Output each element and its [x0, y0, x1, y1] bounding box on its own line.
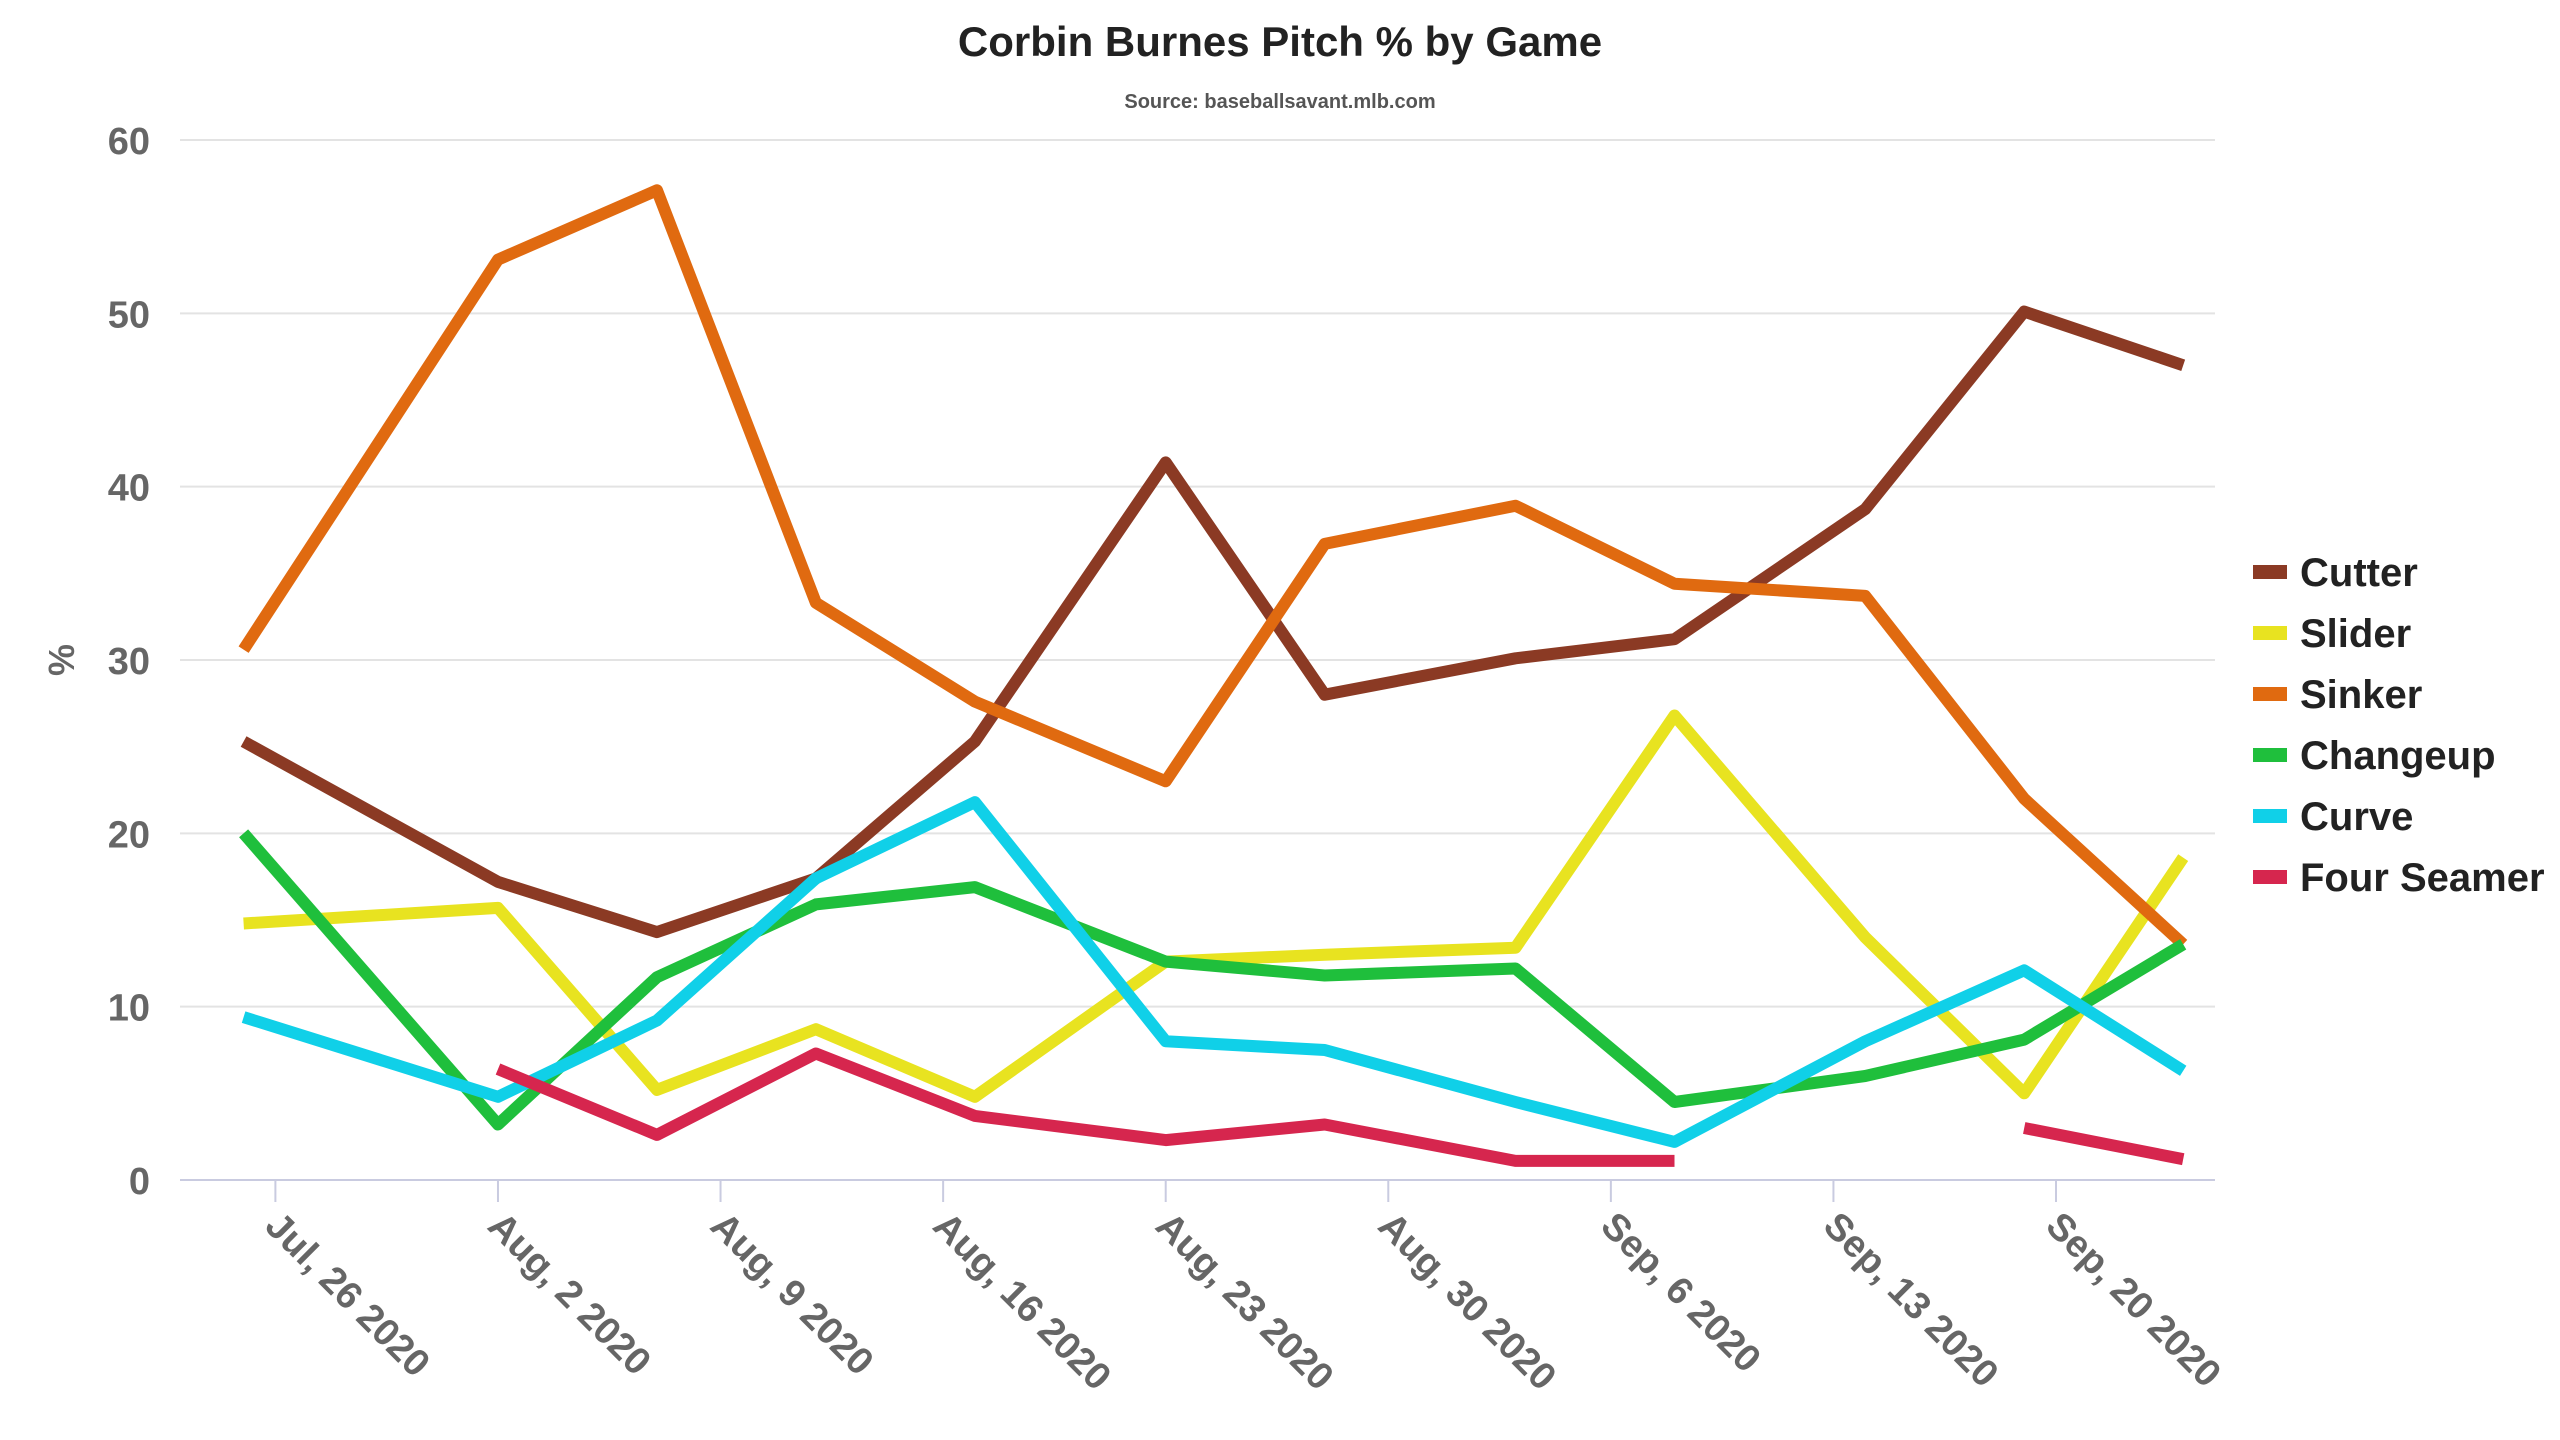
- legend-item: Cutter: [2253, 551, 2418, 595]
- series-sinker: [238, 184, 2188, 949]
- y-axis-label: %: [41, 644, 82, 676]
- legend-swatch: [2253, 870, 2287, 884]
- legend-item: Slider: [2253, 612, 2411, 656]
- legend-swatch: [2253, 809, 2287, 823]
- series-line: [239, 829, 2187, 1131]
- x-tick-label: Sep, 6 2020: [1592, 1205, 1768, 1381]
- legend: Cutter Slider Sinker Changeup Curve Four Seam…: [2253, 551, 2545, 900]
- series-line: [241, 796, 2187, 1148]
- y-axis-ticks: 0 10 20 30 40 50 60: [108, 121, 150, 1203]
- y-tick-label: 30: [108, 641, 150, 683]
- series-curve: [241, 796, 2187, 1148]
- x-tick-label: Aug, 23 2020: [1147, 1205, 1341, 1399]
- y-tick-label: 0: [129, 1161, 150, 1203]
- legend-swatch: [2253, 687, 2287, 701]
- legend-label: Four Seamer: [2300, 856, 2545, 900]
- series-cutter: [240, 305, 2186, 939]
- x-tick-label: Aug, 2 2020: [480, 1205, 659, 1384]
- series-line: [238, 184, 2188, 949]
- x-tick-label: Aug, 16 2020: [925, 1205, 1119, 1399]
- series-line: [243, 709, 2189, 1103]
- chart-title: Corbin Burnes Pitch % by Game: [958, 18, 1602, 65]
- x-tick-label: Sep, 13 2020: [1815, 1205, 2006, 1396]
- series-line: [495, 1047, 1675, 1167]
- y-tick-label: 40: [108, 468, 150, 510]
- x-tick-label: Sep, 20 2020: [2038, 1205, 2229, 1396]
- y-tick-label: 10: [108, 988, 150, 1030]
- legend-item: Sinker: [2253, 673, 2422, 717]
- gridlines: [180, 139, 2215, 1008]
- series-line: [2023, 1122, 2185, 1166]
- legend-swatch: [2253, 565, 2287, 579]
- y-tick-label: 60: [108, 121, 150, 163]
- x-tick-label: Aug, 30 2020: [1370, 1205, 1564, 1399]
- x-tick-label: Aug, 9 2020: [702, 1205, 881, 1384]
- legend-label: Cutter: [2300, 551, 2418, 595]
- legend-item: Four Seamer: [2253, 856, 2545, 900]
- legend-label: Changeup: [2300, 734, 2496, 778]
- series-line: [240, 305, 2186, 939]
- legend-label: Sinker: [2300, 673, 2422, 717]
- series-four-seamer: [495, 1047, 2185, 1167]
- legend-label: Curve: [2300, 795, 2413, 839]
- legend-swatch: [2253, 748, 2287, 762]
- legend-label: Slider: [2300, 612, 2411, 656]
- chart-subtitle: Source: baseballsavant.mlb.com: [1124, 91, 1435, 113]
- y-tick-label: 20: [108, 814, 150, 856]
- series-slider: [243, 709, 2189, 1103]
- series-changeup: [239, 829, 2187, 1131]
- legend-item: Changeup: [2253, 734, 2496, 778]
- y-tick-label: 50: [108, 294, 150, 336]
- legend-swatch: [2253, 626, 2287, 640]
- legend-item: Curve: [2253, 795, 2413, 839]
- x-axis: Jul, 26 2020 Aug, 2 2020 Aug, 9 2020 Aug, 1…: [180, 1179, 2229, 1399]
- series-lines: [238, 184, 2189, 1167]
- x-tick-label: Jul, 26 2020: [257, 1205, 438, 1386]
